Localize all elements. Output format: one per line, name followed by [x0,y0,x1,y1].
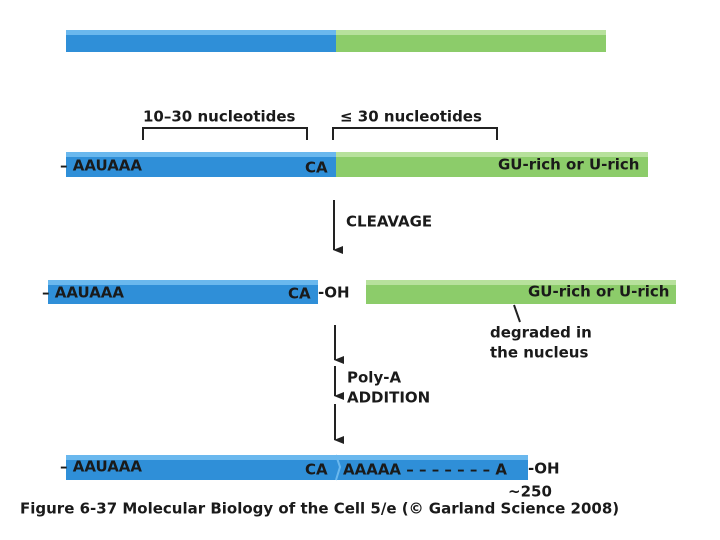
site: CA [288,285,311,303]
row-3: – AAUAAA CA AAAAA – – – – – – – A -OH ~2… [60,454,560,501]
end: -OH [318,284,350,302]
row-2: – AAUAAA CA -OH GU-rich or U-rich degrad… [42,280,676,362]
signal: – AAUAAA [60,157,142,175]
bracket-label: ≤ 30 nucleotides [340,108,482,126]
bracket-label: 10–30 nucleotides [143,108,296,126]
bracket [332,127,498,140]
step-label: CLEAVAGE [346,213,432,231]
step-label: ADDITION [347,389,430,407]
downstream: GU-rich or U-rich [528,283,670,301]
length: ~250 [508,483,552,501]
caption: Figure 6-37 Molecular Biology of the Cel… [20,500,619,518]
bracket [142,127,308,140]
downstream: GU-rich or U-rich [498,156,640,174]
site: CA [305,461,328,479]
fate: the nucleus [490,344,588,362]
end: -OH [528,460,560,478]
site: CA [305,159,328,177]
tail: AAAAA – – – – – – – A [343,461,507,479]
signal: – AAUAAA [60,458,142,476]
top-bar [66,30,606,52]
row-1: – AAUAAA CA GU-rich or U-rich [60,152,648,177]
fate: degraded in [490,324,592,342]
signal: – AAUAAA [42,284,124,302]
step-label: Poly-A [347,369,401,387]
